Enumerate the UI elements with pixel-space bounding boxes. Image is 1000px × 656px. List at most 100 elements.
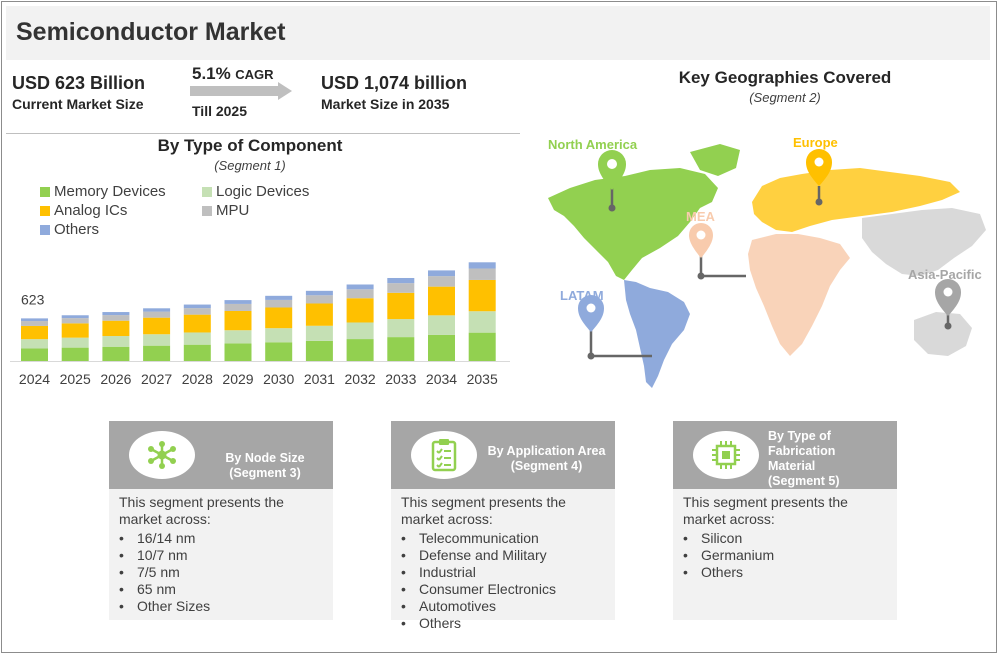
card-intro: This segment presents the market across: bbox=[119, 494, 284, 527]
bar-segment bbox=[61, 337, 89, 348]
bar-segment bbox=[143, 311, 171, 318]
bar-segment bbox=[21, 325, 48, 340]
x-tick-label: 2033 bbox=[385, 371, 416, 387]
bar-segment bbox=[21, 339, 48, 349]
list-item: Others bbox=[401, 615, 605, 632]
cagr-label: CAGR bbox=[235, 67, 274, 82]
legend-memory-devices: Memory Devices bbox=[40, 183, 166, 200]
list-item: Automotives bbox=[401, 598, 605, 615]
card-application-title: By Application Area (Segment 4) bbox=[487, 444, 606, 473]
bar-segment bbox=[265, 307, 293, 329]
component-bar-chart: 2024 623 2025 2026 2027 2028 2029 2030 2031 2032 2… bbox=[10, 262, 510, 387]
geo-subtitle: (Segment 2) bbox=[749, 90, 821, 105]
growth-arrow-icon bbox=[190, 82, 292, 100]
list-item: Germanium bbox=[683, 547, 887, 564]
card-intro: This segment presents the market across: bbox=[683, 494, 848, 527]
bar-segment bbox=[183, 308, 211, 315]
north-america-pin-icon bbox=[598, 150, 626, 212]
cagr-value: 5.1% bbox=[192, 64, 231, 83]
card-intro: This segment presents the market across: bbox=[401, 494, 566, 527]
list-item: Other Sizes bbox=[119, 598, 323, 615]
bar-segment bbox=[102, 315, 130, 321]
bar-segment bbox=[387, 319, 415, 338]
bar-segment bbox=[346, 322, 374, 340]
x-tick-label: 2027 bbox=[141, 371, 172, 387]
future-market-label: Market Size in 2035 bbox=[321, 96, 450, 112]
page-title: Semiconductor Market bbox=[16, 18, 286, 46]
europe-label: Europe bbox=[793, 135, 838, 150]
bar-segment bbox=[224, 300, 252, 304]
x-tick-label: 2032 bbox=[345, 371, 376, 387]
bar-segment bbox=[21, 318, 48, 322]
list-item: 16/14 nm bbox=[119, 530, 323, 547]
legend-label: Others bbox=[54, 221, 100, 238]
legend-swatch bbox=[202, 205, 212, 216]
legend-label: Logic Devices bbox=[216, 183, 310, 200]
legend-analog-ics: Analog ICs bbox=[40, 202, 127, 219]
bar-segment bbox=[387, 337, 415, 361]
list-item: Telecommunication bbox=[401, 530, 605, 547]
bar-segment bbox=[61, 318, 89, 324]
bar-segment bbox=[265, 342, 293, 361]
current-market-label: Current Market Size bbox=[12, 96, 144, 112]
bar-segment bbox=[183, 332, 211, 345]
legend-logic-devices: Logic Devices bbox=[202, 183, 309, 200]
bar-segment bbox=[21, 348, 48, 361]
data-label: 623 bbox=[21, 291, 45, 307]
network-node-icon bbox=[148, 441, 176, 469]
latam-label: LATAM bbox=[560, 288, 604, 303]
bar-segment bbox=[387, 283, 415, 293]
australia-region bbox=[914, 312, 972, 356]
bar-segment bbox=[224, 310, 252, 331]
card-list: Silicon Germanium Others bbox=[683, 530, 887, 581]
card-fabrication-title: By Type of Fabrication Material (Segment… bbox=[768, 429, 840, 488]
bar-segment bbox=[305, 303, 333, 326]
x-tick-label: 2031 bbox=[304, 371, 335, 387]
bar-segment bbox=[102, 312, 130, 316]
bar-segment bbox=[143, 334, 171, 346]
asia-pacific-label: Asia-Pacific bbox=[908, 267, 982, 282]
x-tick-label: 2026 bbox=[100, 371, 131, 387]
latam-pin-icon bbox=[578, 295, 652, 360]
bar-segment bbox=[265, 328, 293, 343]
card-list: Telecommunication Defense and Military I… bbox=[401, 530, 605, 632]
north-america-label: North America bbox=[548, 137, 638, 152]
latam-region bbox=[624, 280, 690, 388]
bar-segment bbox=[428, 286, 455, 316]
bar-segment bbox=[428, 315, 455, 335]
legend-mpu: MPU bbox=[202, 202, 249, 219]
list-item: Others bbox=[683, 564, 887, 581]
geo-title: Key Geographies Covered bbox=[678, 68, 892, 87]
card-fabrication-body: This segment presents the market across:… bbox=[673, 489, 897, 620]
list-item: Consumer Electronics bbox=[401, 581, 605, 598]
bar-segment bbox=[305, 295, 333, 304]
bar-segment bbox=[265, 299, 293, 308]
list-item: Defense and Military bbox=[401, 547, 605, 564]
list-item: Silicon bbox=[683, 530, 887, 547]
legend-swatch bbox=[40, 186, 50, 197]
bar-segment bbox=[346, 298, 374, 323]
bar-segment bbox=[61, 323, 89, 338]
divider bbox=[6, 133, 520, 134]
component-title: By Type of Component bbox=[157, 136, 343, 155]
card-node-size-title: By Node Size (Segment 3) bbox=[225, 451, 305, 480]
bar-segment bbox=[143, 317, 171, 335]
bar-segment bbox=[305, 340, 333, 361]
list-item: Industrial bbox=[401, 564, 605, 581]
bar-segment bbox=[468, 332, 496, 361]
x-tick-label: 2034 bbox=[426, 371, 457, 387]
x-tick-label: 2024 bbox=[19, 371, 50, 387]
bar-segment bbox=[265, 295, 293, 300]
chip-icon bbox=[712, 441, 740, 469]
bar-segment bbox=[183, 344, 211, 361]
bar-segment bbox=[61, 347, 89, 361]
bar-segment bbox=[387, 277, 415, 284]
bar-segment bbox=[387, 292, 415, 320]
bar-segment bbox=[428, 270, 455, 277]
component-subtitle: (Segment 1) bbox=[214, 158, 286, 173]
mea-pin-icon bbox=[689, 223, 746, 280]
title-bar bbox=[6, 6, 990, 60]
bar-segment bbox=[21, 321, 48, 326]
bar-segment bbox=[468, 268, 496, 280]
